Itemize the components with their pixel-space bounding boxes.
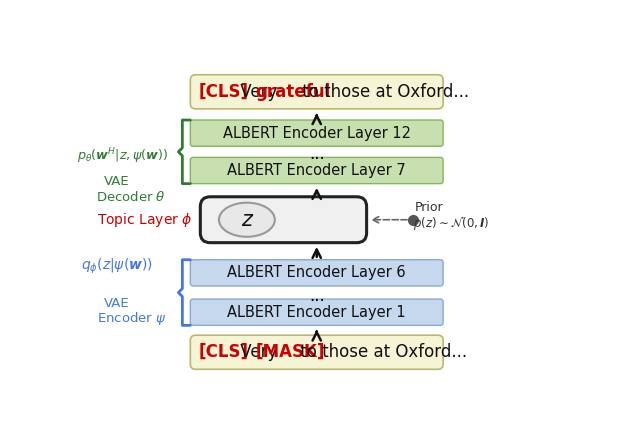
Text: to those at Oxford...: to those at Oxford... [295,343,468,361]
FancyBboxPatch shape [190,157,443,184]
Text: Very: Very [235,343,282,361]
Text: grateful: grateful [255,83,331,101]
Text: [CLS]: [CLS] [198,83,248,101]
Text: [MASK]: [MASK] [255,343,325,361]
Text: $q_\phi(z|\psi(\boldsymbol{w}))$: $q_\phi(z|\psi(\boldsymbol{w}))$ [80,256,153,276]
Ellipse shape [219,203,275,237]
Text: Decoder $\theta$: Decoder $\theta$ [96,190,166,204]
Text: $p(z) \sim \mathcal{N}(0, \boldsymbol{I})$: $p(z) \sim \mathcal{N}(0, \boldsymbol{I}… [413,215,489,231]
Text: VAE: VAE [104,175,130,187]
FancyBboxPatch shape [190,299,443,325]
FancyBboxPatch shape [200,197,366,243]
Text: Encoder $\psi$: Encoder $\psi$ [97,310,166,327]
FancyBboxPatch shape [190,75,443,109]
Text: Topic Layer $\phi$: Topic Layer $\phi$ [97,211,193,229]
FancyBboxPatch shape [190,260,443,286]
Text: [CLS]: [CLS] [198,343,248,361]
Text: ALBERT Encoder Layer 7: ALBERT Encoder Layer 7 [227,163,406,178]
Text: z: z [242,210,252,230]
Text: ALBERT Encoder Layer 1: ALBERT Encoder Layer 1 [227,305,406,320]
Text: to those at Oxford...: to those at Oxford... [297,83,470,101]
Text: VAE: VAE [104,296,130,310]
Text: Prior: Prior [415,201,444,214]
FancyBboxPatch shape [190,335,443,369]
Text: Very: Very [235,83,282,101]
Text: ...: ... [309,287,324,305]
FancyBboxPatch shape [190,120,443,146]
Text: $p_\theta(\boldsymbol{w}^H|z,\psi(\boldsymbol{w}))$: $p_\theta(\boldsymbol{w}^H|z,\psi(\bolds… [77,146,169,166]
Text: ALBERT Encoder Layer 12: ALBERT Encoder Layer 12 [222,126,411,141]
Text: ALBERT Encoder Layer 6: ALBERT Encoder Layer 6 [227,265,406,280]
Text: ...: ... [309,145,324,163]
